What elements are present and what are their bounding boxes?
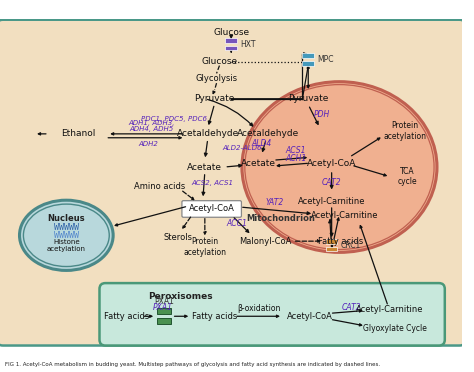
Text: WWWWW: WWWWW [54, 223, 79, 232]
Text: Acetaldehyde: Acetaldehyde [237, 129, 300, 138]
Text: Nucleus: Nucleus [47, 214, 85, 223]
Text: ACH1: ACH1 [285, 154, 306, 163]
Text: ADH2: ADH2 [138, 141, 158, 147]
Text: ALD2-ALD6: ALD2-ALD6 [222, 145, 262, 151]
Text: PDH: PDH [314, 110, 330, 119]
Text: Acetyl-CoA: Acetyl-CoA [307, 158, 356, 168]
Bar [157, 308, 171, 314]
Text: Glycolysis: Glycolysis [195, 74, 237, 83]
Ellipse shape [242, 82, 437, 252]
Bar [326, 247, 337, 251]
Text: Protein
acetylation: Protein acetylation [183, 237, 227, 257]
Text: Acetate: Acetate [187, 163, 222, 171]
Text: Histone
acetylation: Histone acetylation [47, 238, 86, 251]
Text: TCA
cycle: TCA cycle [398, 167, 418, 186]
Text: Malonyl-CoA: Malonyl-CoA [239, 237, 292, 246]
Text: Acetaldehyde: Acetaldehyde [177, 129, 239, 138]
Bar [326, 239, 337, 244]
Text: ACS2, ACS1: ACS2, ACS1 [191, 180, 234, 186]
Bar [302, 61, 314, 66]
Text: Ethanol: Ethanol [61, 129, 95, 138]
Text: ALD4: ALD4 [251, 139, 272, 148]
FancyBboxPatch shape [182, 201, 241, 217]
Text: Glucose: Glucose [201, 57, 237, 66]
Text: ACC1: ACC1 [227, 219, 247, 228]
FancyBboxPatch shape [0, 20, 466, 346]
Bar [225, 38, 237, 43]
Text: Sterols: Sterols [163, 233, 192, 242]
Text: Pyruvate: Pyruvate [288, 94, 328, 103]
Text: PXA1: PXA1 [153, 303, 173, 312]
Text: Protein
acetylation: Protein acetylation [383, 121, 426, 141]
Text: ACS1: ACS1 [285, 146, 306, 155]
Text: Acetyl-CoA: Acetyl-CoA [189, 205, 235, 214]
Text: CAT2: CAT2 [341, 303, 361, 312]
FancyBboxPatch shape [100, 283, 445, 346]
Bar [225, 46, 237, 51]
Text: Glyoxylate Cycle: Glyoxylate Cycle [363, 324, 427, 333]
Text: MPC: MPC [317, 55, 334, 64]
Text: PDC1, PDC5, PDC6: PDC1, PDC5, PDC6 [141, 116, 207, 122]
Text: Pyruvate: Pyruvate [194, 94, 235, 103]
Text: Acetyl-Carnitine: Acetyl-Carnitine [356, 305, 424, 314]
Text: WWWWW: WWWWW [54, 231, 79, 240]
Text: β-oxidation: β-oxidation [237, 304, 280, 313]
Text: CRC1: CRC1 [340, 241, 361, 250]
Text: ADH1, ADH3,: ADH1, ADH3, [128, 120, 174, 126]
Text: Acetyl-Carnitine: Acetyl-Carnitine [298, 197, 365, 206]
Text: Acetyl-CoA: Acetyl-CoA [287, 312, 333, 321]
Bar [157, 318, 171, 324]
Bar [302, 54, 314, 58]
Text: YAT2: YAT2 [266, 198, 284, 206]
Text: Amino acids: Amino acids [134, 182, 185, 191]
Text: HXT: HXT [240, 40, 255, 49]
Ellipse shape [23, 204, 109, 266]
Ellipse shape [19, 200, 113, 270]
Text: Acetyl-Carnitine: Acetyl-Carnitine [310, 211, 378, 220]
Text: PXA1: PXA1 [154, 296, 174, 305]
Text: Glucose: Glucose [213, 28, 249, 37]
Text: Peroxisomes: Peroxisomes [148, 292, 213, 301]
Text: Mitochondrion: Mitochondrion [246, 214, 315, 223]
Text: Fatty acids: Fatty acids [104, 312, 149, 321]
Text: Acetate: Acetate [241, 158, 276, 168]
Text: Fatty acids: Fatty acids [318, 237, 363, 246]
Text: ADH4, ADH5: ADH4, ADH5 [129, 126, 173, 132]
Text: CAT2: CAT2 [322, 178, 341, 187]
Text: FIG 1. Acetyl-CoA metabolism in budding yeast. Multistep pathways of glycolysis : FIG 1. Acetyl-CoA metabolism in budding … [5, 362, 380, 367]
Text: Fatty acids: Fatty acids [192, 312, 237, 321]
